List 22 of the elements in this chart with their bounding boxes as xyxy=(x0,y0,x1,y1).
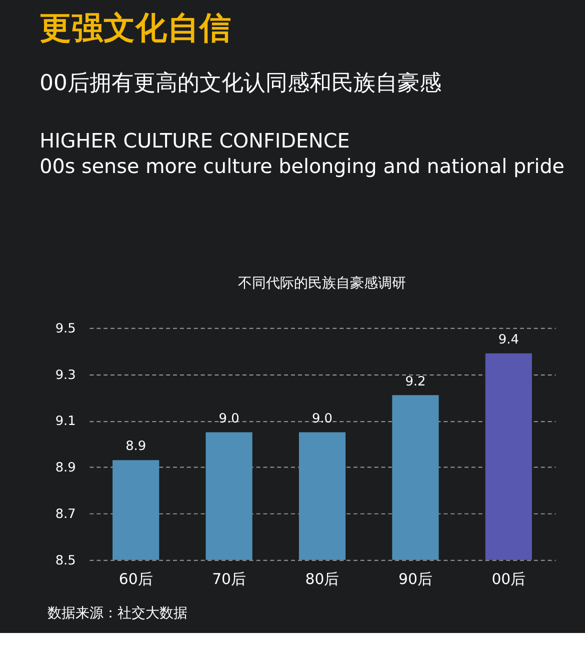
y-tick-label: 9.1 xyxy=(55,414,76,430)
x-tick-label: 70后 xyxy=(212,570,246,588)
y-tick-label: 8.5 xyxy=(55,553,76,568)
y-tick-label: 8.9 xyxy=(55,460,76,476)
text: 00s sense more culture belonging and national pride xyxy=(40,155,565,178)
data-label: 9.4 xyxy=(498,332,519,348)
text: HIGHER CULTURE CONFIDENCE xyxy=(40,129,350,152)
x-tick-label: 90后 xyxy=(398,570,432,588)
x-tick-label: 80后 xyxy=(305,570,340,588)
data-label: 8.9 xyxy=(126,439,146,454)
data-label: 9.0 xyxy=(312,411,332,426)
y-tick-label: 9.5 xyxy=(55,321,76,336)
chart-subtitle: 00后拥有更高的文化认同感和民族自豪感 xyxy=(40,70,442,96)
data-label: 9.0 xyxy=(218,411,240,426)
y-tick-label: 8.7 xyxy=(55,506,76,522)
text: 不同代际的民族自豪感调研 xyxy=(238,275,406,292)
x-tick-label: 00后 xyxy=(492,570,526,588)
data-label: 9.2 xyxy=(405,374,426,390)
y-tick-label: 9.3 xyxy=(55,368,76,383)
chart-title: 更强文化自信 xyxy=(40,10,232,46)
x-tick-label: 60后 xyxy=(118,570,153,588)
source-note: 数据来源：社交大数据 xyxy=(48,605,188,622)
